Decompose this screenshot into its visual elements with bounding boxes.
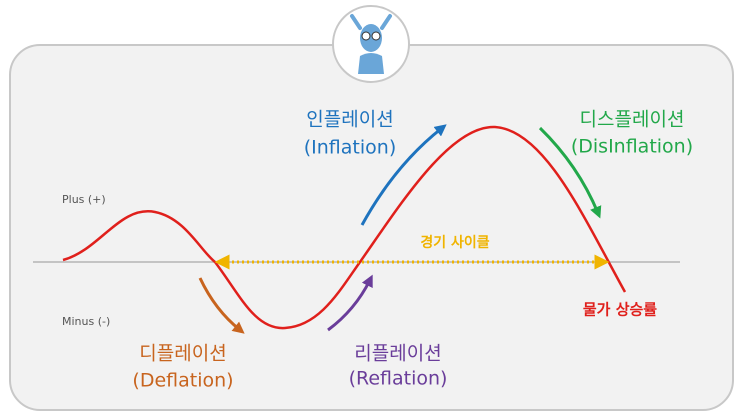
phase-english: (Reflation) [349,368,448,390]
curve-label: 물가 상승률 [583,301,657,319]
phase-english: (DisInflation) [571,136,693,158]
deflation-arrow [198,277,245,334]
reflation-arrow [327,274,373,332]
inflation-arrow [360,124,447,226]
price-curve [62,125,627,330]
phase-english: (Deflation) [132,370,233,392]
phase-name: 리플레이션 [354,343,441,365]
disinflation-arrow [538,126,602,219]
logo [332,5,410,83]
plus-label: Plus (+) [62,193,106,206]
phase-name: 인플레이션 [306,109,393,131]
minus-label: Minus (-) [62,315,110,328]
phase-name: 디스플레이션 [580,109,685,131]
phase-name: 디플레이션 [139,343,226,365]
phase-english: (Inflation) [304,137,396,159]
cycle-label: 경기 사이클 [420,234,489,251]
